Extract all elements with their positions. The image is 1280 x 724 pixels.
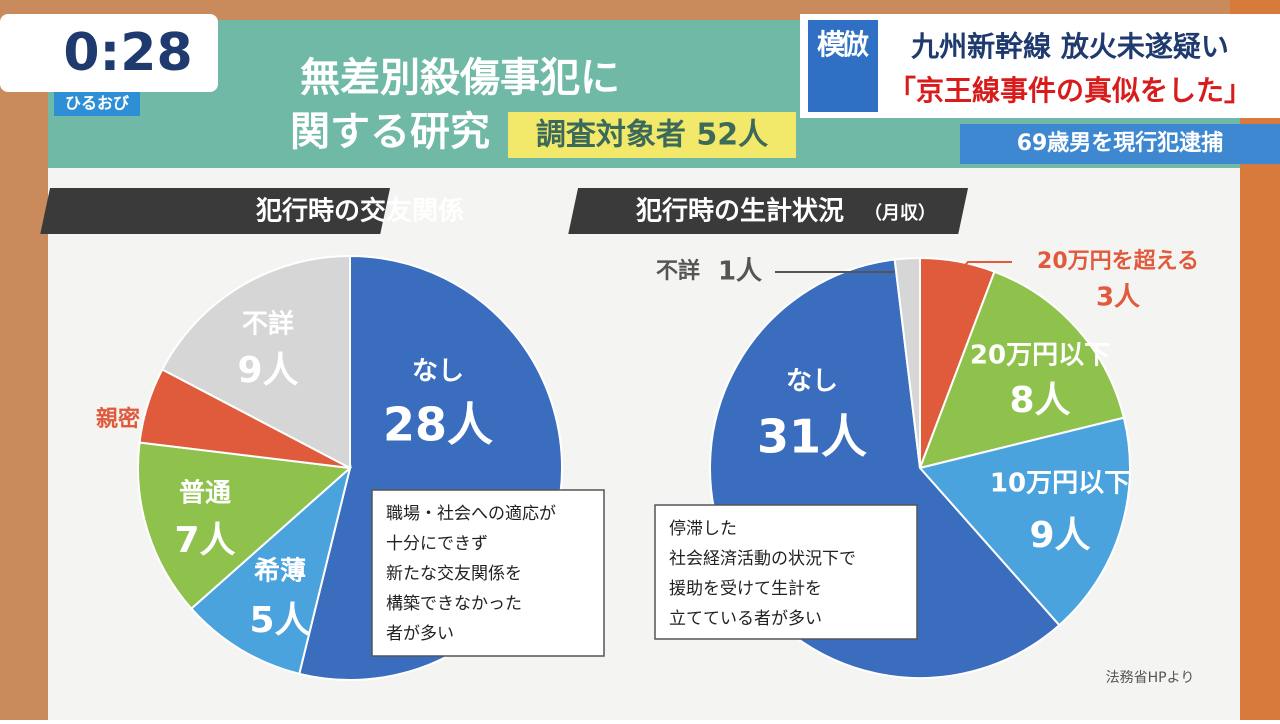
note-line: 援助を受けて生計を <box>669 579 822 599</box>
pie-slice <box>137 441 353 610</box>
pie-slice <box>160 254 351 470</box>
chart-title: 犯行時の生計状況 <box>635 196 844 227</box>
note-line: 職場・社会への適応が <box>386 504 556 524</box>
source: 法務省HPより <box>1106 670 1195 686</box>
note-line: 立てている者が多い <box>669 609 822 629</box>
chart-title-bg <box>568 188 969 234</box>
chart-title: 犯行時の交友関係 <box>255 196 464 227</box>
header-title: 関する研究 <box>290 109 490 155</box>
logo-bg <box>54 92 140 116</box>
value-label: 3人 <box>168 405 212 435</box>
note-line: 停滞した <box>669 519 737 539</box>
pie-slice <box>918 270 1126 470</box>
value-label: 5人 <box>249 600 310 641</box>
tag-bg <box>808 20 878 112</box>
category-label: 10万円以下 <box>990 469 1130 499</box>
note-line: 十分にできず <box>386 534 488 554</box>
pie-slice <box>893 256 921 469</box>
badge-bg <box>508 112 796 158</box>
category-label: なし <box>412 357 464 387</box>
note-line: 社会経済活動の状況下で <box>669 549 856 569</box>
note-box <box>371 489 605 657</box>
chart-subtitle: （月収） <box>864 203 936 224</box>
value-label: 8人 <box>1009 380 1070 421</box>
category-label: 20万円を超える <box>1037 249 1199 274</box>
news-bg <box>800 14 1280 118</box>
badge: 調査対象者 52人 <box>536 118 768 153</box>
logo: ひるおび <box>65 94 130 113</box>
value-label: 1人 <box>718 257 762 287</box>
note-line: 者が多い <box>386 624 454 644</box>
category-label: なし <box>786 367 838 397</box>
news-tag: 模倣 <box>817 28 869 61</box>
category-label: 不詳 <box>656 258 700 284</box>
category-label: 普通 <box>179 478 231 509</box>
clock: 0:28 <box>63 23 192 83</box>
category-label: 親密 <box>96 406 140 432</box>
pie-slice <box>189 465 352 676</box>
note-box <box>654 504 918 640</box>
sub-bg <box>960 124 1280 164</box>
category-label: 希薄 <box>254 556 306 587</box>
news-quote: 「京王線事件の真似をした」 <box>888 74 1252 107</box>
note-line: 構築できなかった <box>386 594 522 614</box>
note-line: 新たな交友関係を <box>386 564 522 584</box>
value-label: 9人 <box>1029 515 1090 556</box>
value-label: 28人 <box>383 398 493 452</box>
category-label: 20万円以下 <box>970 341 1110 371</box>
value-label: 7人 <box>174 520 235 561</box>
pie-slice <box>918 416 1131 627</box>
clock-bg <box>0 14 218 92</box>
value-label: 3人 <box>1096 283 1140 313</box>
news-headline: 九州新幹線 放火未遂疑い <box>911 30 1229 63</box>
header-title: 無差別殺傷事犯に <box>300 55 620 101</box>
news-sub: 69歳男を現行犯逮捕 <box>1017 130 1224 156</box>
chart-title-bg <box>40 188 391 234</box>
value-label: 31人 <box>757 410 867 464</box>
value-label: 9人 <box>237 350 298 391</box>
category-label: 不詳 <box>242 309 294 340</box>
leader-line <box>954 261 1012 277</box>
